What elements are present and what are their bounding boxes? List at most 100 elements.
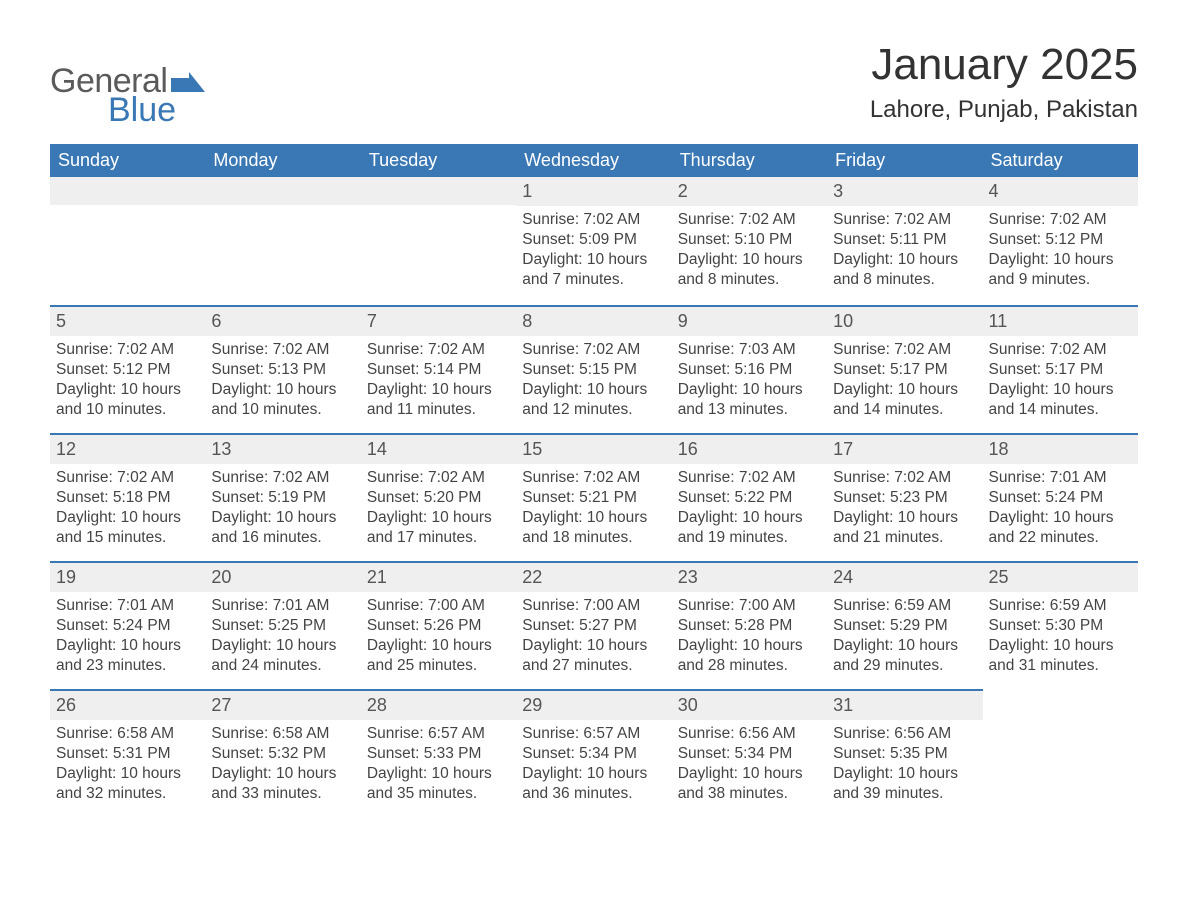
sunrise-text: Sunrise: 7:02 AM (522, 210, 665, 230)
sunrise-text: Sunrise: 7:01 AM (989, 468, 1132, 488)
weekday-header: Thursday (672, 144, 827, 177)
daylight-text: Daylight: 10 hours and 18 minutes. (522, 508, 665, 548)
daylight-text: Daylight: 10 hours and 32 minutes. (56, 764, 199, 804)
sunset-text: Sunset: 5:12 PM (56, 360, 199, 380)
sunset-text: Sunset: 5:29 PM (833, 616, 976, 636)
sunrise-text: Sunrise: 6:56 AM (833, 724, 976, 744)
calendar-cell: 7Sunrise: 7:02 AMSunset: 5:14 PMDaylight… (361, 305, 516, 433)
day-details: Sunrise: 6:56 AMSunset: 5:34 PMDaylight:… (672, 720, 827, 811)
flag-icon (171, 72, 205, 97)
calendar-cell: 2Sunrise: 7:02 AMSunset: 5:10 PMDaylight… (672, 177, 827, 305)
calendar-cell: 27Sunrise: 6:58 AMSunset: 5:32 PMDayligh… (205, 689, 360, 817)
day-details: Sunrise: 7:02 AMSunset: 5:21 PMDaylight:… (516, 464, 671, 555)
day-number: 14 (361, 433, 516, 464)
weekday-header: Friday (827, 144, 982, 177)
daylight-text: Daylight: 10 hours and 35 minutes. (367, 764, 510, 804)
sunrise-text: Sunrise: 7:02 AM (367, 468, 510, 488)
daylight-text: Daylight: 10 hours and 10 minutes. (211, 380, 354, 420)
daylight-text: Daylight: 10 hours and 15 minutes. (56, 508, 199, 548)
day-number: 2 (672, 177, 827, 206)
calendar-cell: 30Sunrise: 6:56 AMSunset: 5:34 PMDayligh… (672, 689, 827, 817)
sunrise-text: Sunrise: 6:58 AM (211, 724, 354, 744)
day-details: Sunrise: 7:02 AMSunset: 5:19 PMDaylight:… (205, 464, 360, 555)
calendar-cell: 15Sunrise: 7:02 AMSunset: 5:21 PMDayligh… (516, 433, 671, 561)
day-details: Sunrise: 7:02 AMSunset: 5:11 PMDaylight:… (827, 206, 982, 297)
sunrise-text: Sunrise: 6:56 AM (678, 724, 821, 744)
day-details: Sunrise: 7:01 AMSunset: 5:24 PMDaylight:… (50, 592, 205, 683)
sunrise-text: Sunrise: 7:02 AM (211, 340, 354, 360)
day-number: 7 (361, 305, 516, 336)
sunrise-text: Sunrise: 7:02 AM (56, 340, 199, 360)
sunset-text: Sunset: 5:25 PM (211, 616, 354, 636)
weekday-header: Sunday (50, 144, 205, 177)
sunrise-text: Sunrise: 6:59 AM (989, 596, 1132, 616)
calendar-body: 1Sunrise: 7:02 AMSunset: 5:09 PMDaylight… (50, 177, 1138, 817)
calendar-cell: 1Sunrise: 7:02 AMSunset: 5:09 PMDaylight… (516, 177, 671, 305)
day-details: Sunrise: 7:00 AMSunset: 5:28 PMDaylight:… (672, 592, 827, 683)
calendar-week: 19Sunrise: 7:01 AMSunset: 5:24 PMDayligh… (50, 561, 1138, 689)
sunset-text: Sunset: 5:31 PM (56, 744, 199, 764)
sunset-text: Sunset: 5:35 PM (833, 744, 976, 764)
calendar-cell: 16Sunrise: 7:02 AMSunset: 5:22 PMDayligh… (672, 433, 827, 561)
calendar-cell: 24Sunrise: 6:59 AMSunset: 5:29 PMDayligh… (827, 561, 982, 689)
calendar-cell: 6Sunrise: 7:02 AMSunset: 5:13 PMDaylight… (205, 305, 360, 433)
daylight-text: Daylight: 10 hours and 38 minutes. (678, 764, 821, 804)
sunrise-text: Sunrise: 7:02 AM (833, 340, 976, 360)
sunset-text: Sunset: 5:24 PM (56, 616, 199, 636)
month-title: January 2025 (870, 40, 1138, 90)
day-details: Sunrise: 7:02 AMSunset: 5:12 PMDaylight:… (983, 206, 1138, 297)
calendar-cell: 13Sunrise: 7:02 AMSunset: 5:19 PMDayligh… (205, 433, 360, 561)
sunset-text: Sunset: 5:33 PM (367, 744, 510, 764)
calendar-cell (361, 177, 516, 305)
sunrise-text: Sunrise: 7:02 AM (833, 210, 976, 230)
day-details: Sunrise: 6:56 AMSunset: 5:35 PMDaylight:… (827, 720, 982, 811)
day-number: 15 (516, 433, 671, 464)
daylight-text: Daylight: 10 hours and 24 minutes. (211, 636, 354, 676)
daylight-text: Daylight: 10 hours and 25 minutes. (367, 636, 510, 676)
calendar-cell: 19Sunrise: 7:01 AMSunset: 5:24 PMDayligh… (50, 561, 205, 689)
day-number: 8 (516, 305, 671, 336)
calendar-cell (983, 689, 1138, 817)
day-number: 6 (205, 305, 360, 336)
empty-daynum (50, 177, 205, 205)
weekday-header: Tuesday (361, 144, 516, 177)
day-details: Sunrise: 7:01 AMSunset: 5:24 PMDaylight:… (983, 464, 1138, 555)
calendar-cell: 14Sunrise: 7:02 AMSunset: 5:20 PMDayligh… (361, 433, 516, 561)
day-details: Sunrise: 7:02 AMSunset: 5:12 PMDaylight:… (50, 336, 205, 427)
calendar-cell: 18Sunrise: 7:01 AMSunset: 5:24 PMDayligh… (983, 433, 1138, 561)
day-details: Sunrise: 7:02 AMSunset: 5:13 PMDaylight:… (205, 336, 360, 427)
day-details: Sunrise: 7:02 AMSunset: 5:17 PMDaylight:… (827, 336, 982, 427)
sunrise-text: Sunrise: 7:03 AM (678, 340, 821, 360)
sunset-text: Sunset: 5:34 PM (522, 744, 665, 764)
sunset-text: Sunset: 5:26 PM (367, 616, 510, 636)
day-number: 21 (361, 561, 516, 592)
daylight-text: Daylight: 10 hours and 8 minutes. (678, 250, 821, 290)
day-details: Sunrise: 7:02 AMSunset: 5:14 PMDaylight:… (361, 336, 516, 427)
daylight-text: Daylight: 10 hours and 28 minutes. (678, 636, 821, 676)
daylight-text: Daylight: 10 hours and 14 minutes. (833, 380, 976, 420)
sunrise-text: Sunrise: 7:02 AM (678, 210, 821, 230)
day-details: Sunrise: 6:58 AMSunset: 5:32 PMDaylight:… (205, 720, 360, 811)
sunset-text: Sunset: 5:23 PM (833, 488, 976, 508)
sunset-text: Sunset: 5:22 PM (678, 488, 821, 508)
day-number: 4 (983, 177, 1138, 206)
day-number: 5 (50, 305, 205, 336)
empty-daynum (361, 177, 516, 205)
day-number: 31 (827, 689, 982, 720)
calendar-page: General Blue January 2025 Lahore, Punjab… (0, 0, 1188, 847)
calendar-cell: 22Sunrise: 7:00 AMSunset: 5:27 PMDayligh… (516, 561, 671, 689)
sunset-text: Sunset: 5:34 PM (678, 744, 821, 764)
sunrise-text: Sunrise: 7:00 AM (678, 596, 821, 616)
calendar-cell: 20Sunrise: 7:01 AMSunset: 5:25 PMDayligh… (205, 561, 360, 689)
sunrise-text: Sunrise: 7:02 AM (989, 340, 1132, 360)
day-details: Sunrise: 7:02 AMSunset: 5:22 PMDaylight:… (672, 464, 827, 555)
calendar-cell (205, 177, 360, 305)
calendar-cell (50, 177, 205, 305)
weekday-header-row: SundayMondayTuesdayWednesdayThursdayFrid… (50, 144, 1138, 177)
sunset-text: Sunset: 5:32 PM (211, 744, 354, 764)
day-number: 19 (50, 561, 205, 592)
day-details: Sunrise: 7:02 AMSunset: 5:23 PMDaylight:… (827, 464, 982, 555)
empty-daynum (205, 177, 360, 205)
day-number: 17 (827, 433, 982, 464)
day-details: Sunrise: 7:02 AMSunset: 5:20 PMDaylight:… (361, 464, 516, 555)
